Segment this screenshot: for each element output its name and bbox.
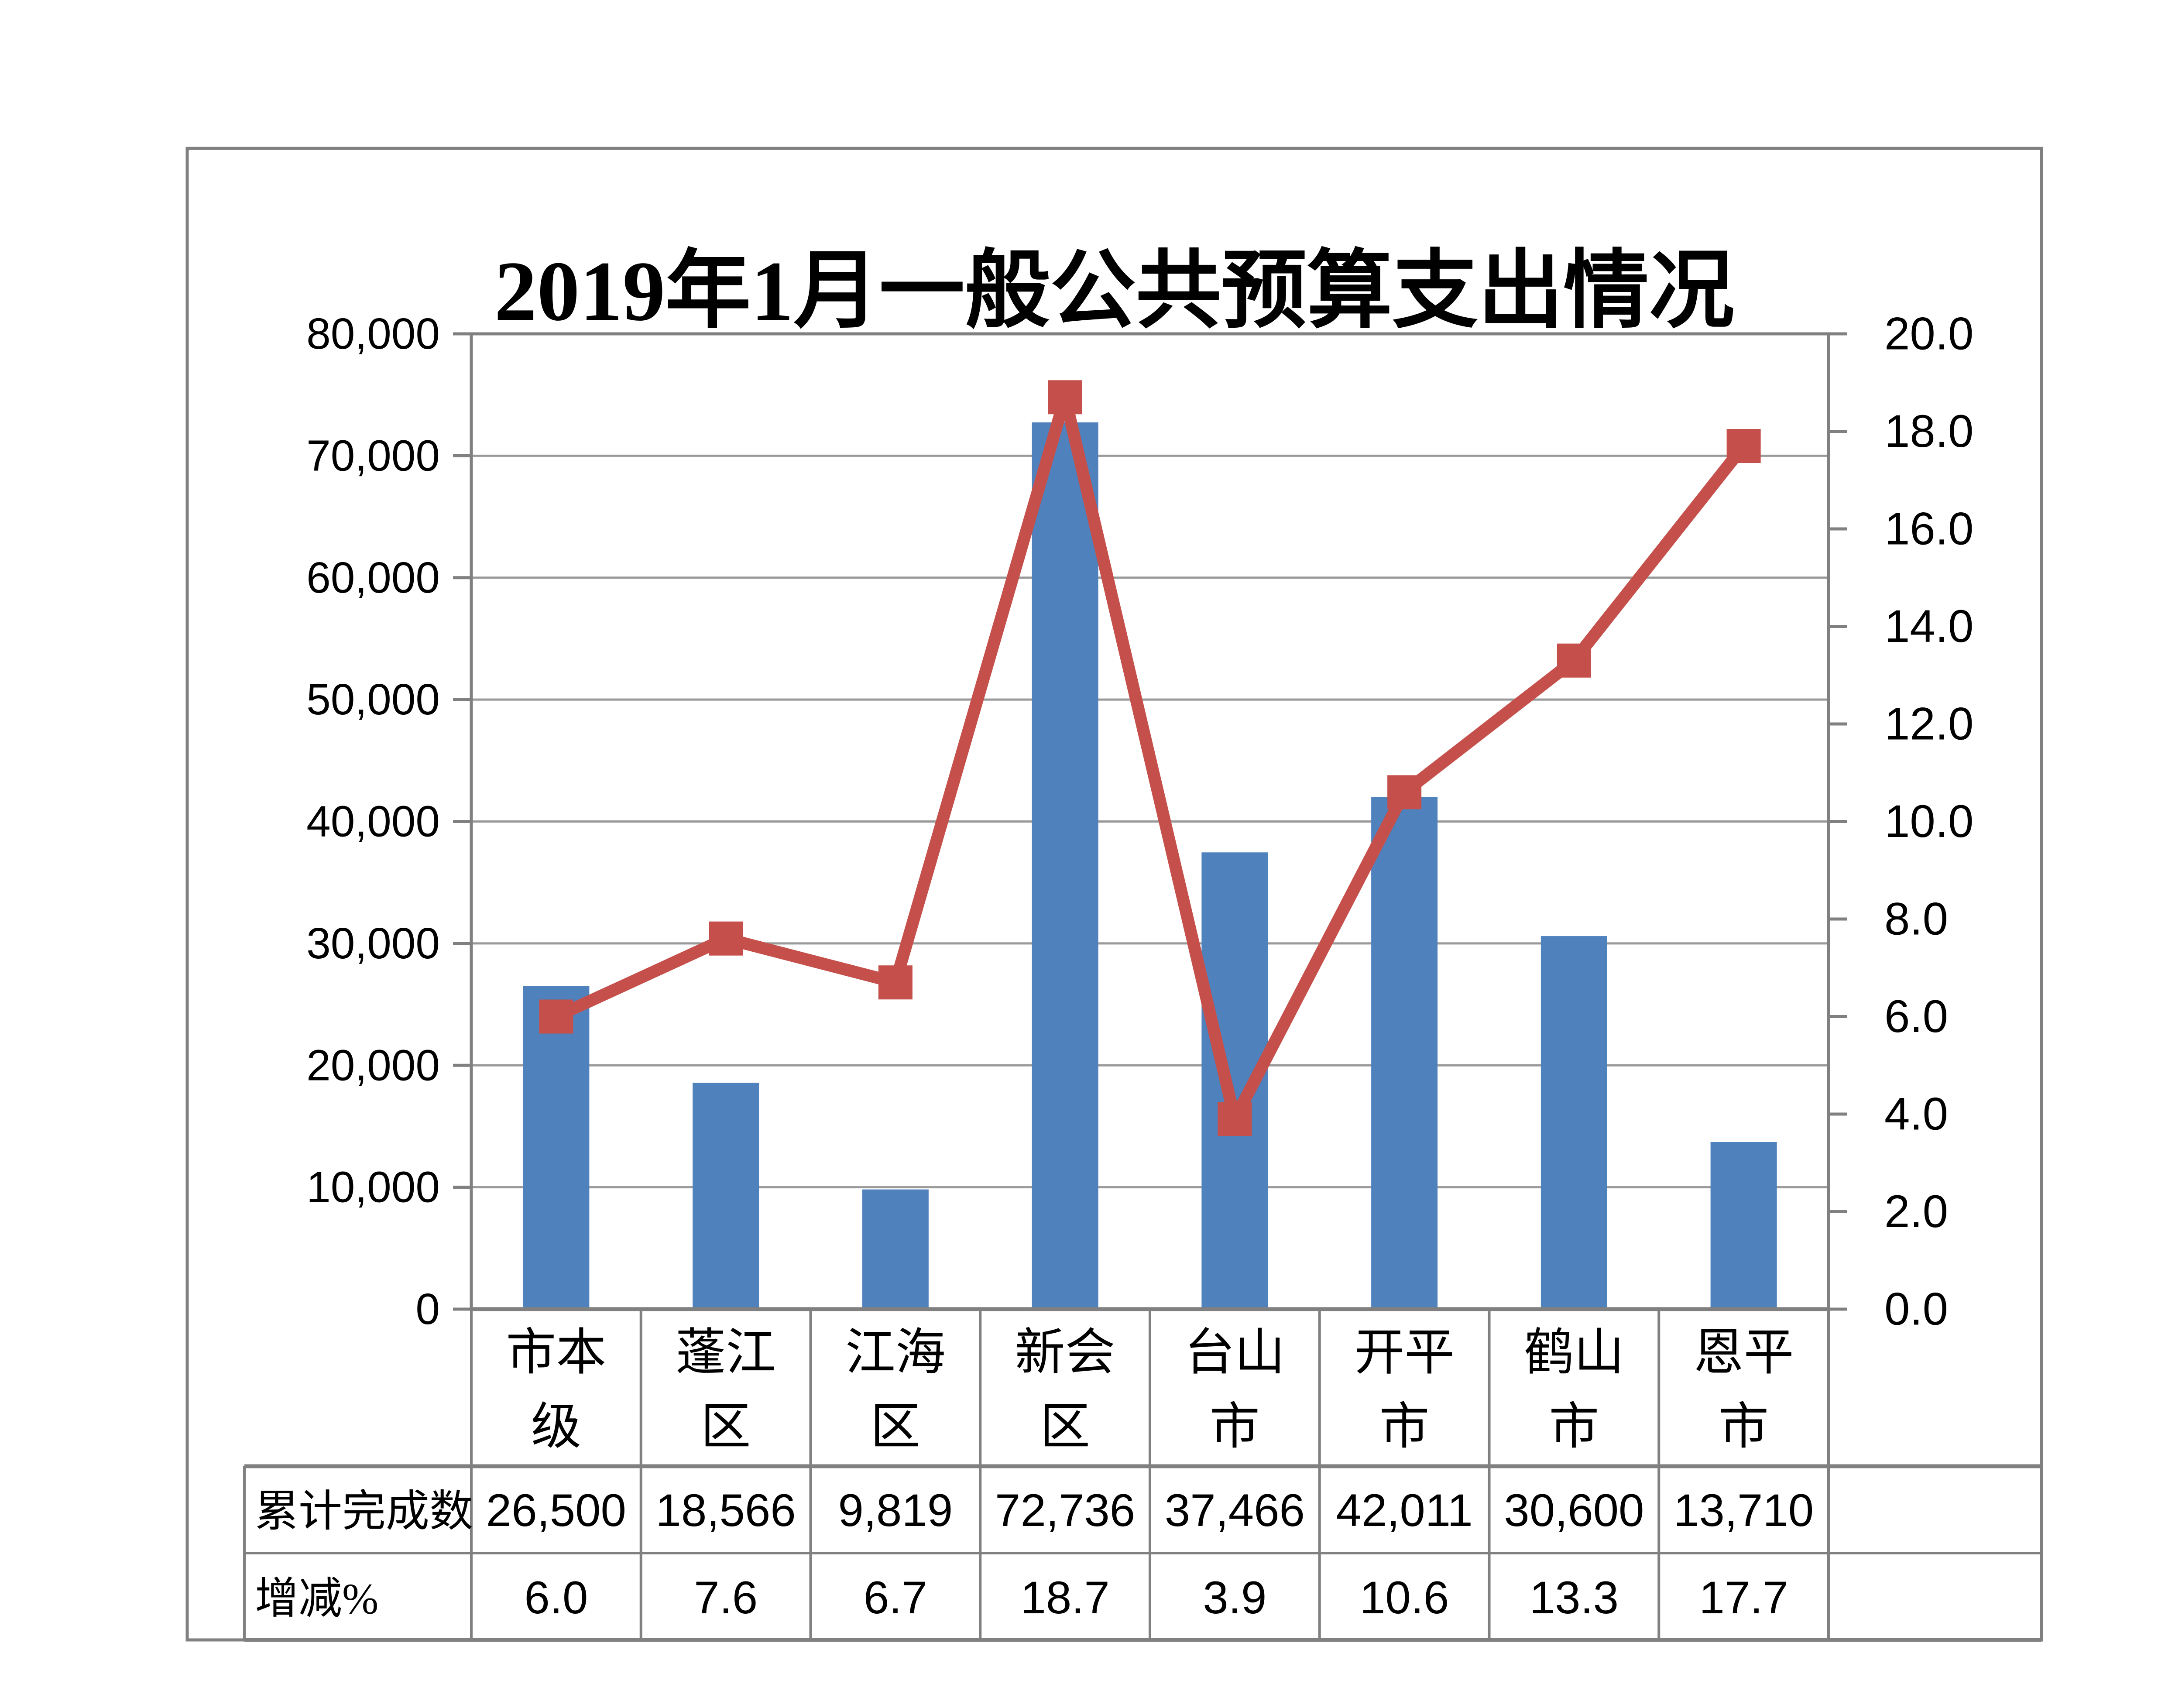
table-cell-value: 42,011 [1336, 1485, 1472, 1536]
y-axis-tick-label-left: 0 [415, 1285, 440, 1334]
table-cell-value: 72,736 [995, 1485, 1135, 1536]
y-axis-tick-label-right: 0.0 [1884, 1284, 1948, 1335]
bar-蓬江区[interactable] [693, 1083, 759, 1309]
category-label-台山市: 台山市 [1184, 1325, 1285, 1454]
bar-江海区[interactable] [862, 1189, 929, 1309]
y-axis-tick-label-right: 8.0 [1884, 894, 1948, 945]
trend-marker-蓬江区[interactable] [709, 921, 743, 956]
chart-title: 2019年1月一般公共预算支出情况 [494, 244, 1735, 339]
category-label-鹤山市: 鹤山市 [1524, 1325, 1624, 1454]
table-cell-value: 13,710 [1674, 1485, 1814, 1536]
y-axis-tick-label-right: 10.0 [1884, 796, 1973, 847]
category-label-江海区: 江海区 [845, 1325, 946, 1454]
bar-新会区[interactable] [1032, 422, 1098, 1309]
table-cell-value: 9,819 [838, 1485, 953, 1536]
table-cell-value: 3.9 [1203, 1572, 1266, 1623]
table-cell-value: 30,600 [1504, 1485, 1644, 1536]
table-cell-value: 13.3 [1530, 1572, 1619, 1623]
table-cell-value: 26,500 [486, 1485, 626, 1536]
trend-marker-市本级[interactable] [539, 999, 573, 1034]
table-cell-value: 6.7 [864, 1572, 927, 1623]
y-axis-tick-label-right: 2.0 [1884, 1186, 1948, 1237]
table-cell-value: 18.7 [1020, 1572, 1109, 1623]
category-label-蓬江区: 蓬江区 [676, 1325, 776, 1454]
trend-marker-江海区[interactable] [878, 965, 913, 1000]
y-axis-tick-label-right: 16.0 [1884, 504, 1973, 555]
trend-marker-台山市[interactable] [1218, 1102, 1252, 1136]
table-cell-value: 18,566 [656, 1485, 796, 1536]
trend-marker-新会区[interactable] [1048, 380, 1082, 415]
y-axis-tick-label-right: 12.0 [1884, 699, 1973, 750]
y-axis-tick-label-left: 10,000 [306, 1163, 440, 1212]
bar-市本级[interactable] [523, 986, 590, 1309]
table-row-header: 增减% [255, 1574, 378, 1623]
category-label-新会区: 新会区 [1015, 1325, 1115, 1454]
category-label-开平市: 开平市 [1354, 1325, 1455, 1454]
y-axis-tick-label-left: 80,000 [306, 309, 440, 358]
category-label-市本级: 市本级 [506, 1325, 606, 1454]
y-axis-tick-label-left: 50,000 [306, 675, 440, 724]
table-cell-value: 10.6 [1360, 1572, 1449, 1623]
y-axis-tick-label-right: 6.0 [1884, 991, 1948, 1042]
y-axis-tick-label-left: 40,000 [306, 797, 440, 846]
bar-恩平市[interactable] [1710, 1142, 1777, 1309]
y-axis-tick-label-right: 20.0 [1884, 309, 1973, 360]
table-cell-value: 37,466 [1165, 1485, 1305, 1536]
y-axis-tick-label-right: 14.0 [1884, 601, 1973, 652]
y-axis-tick-label-left: 70,000 [306, 431, 440, 480]
category-label-恩平市: 恩平市 [1694, 1325, 1794, 1454]
table-row-header: 累计完成数 [255, 1487, 473, 1536]
y-axis-tick-label-left: 30,000 [306, 919, 440, 968]
table-cell-value: 6.0 [524, 1572, 588, 1623]
trend-marker-鹤山市[interactable] [1557, 643, 1591, 678]
y-axis-tick-label-right: 18.0 [1884, 406, 1973, 457]
y-axis-tick-label-right: 4.0 [1884, 1089, 1948, 1140]
table-cell-value: 7.6 [694, 1572, 758, 1623]
bar-鹤山市[interactable] [1540, 936, 1607, 1309]
y-axis-tick-label-left: 60,000 [306, 553, 440, 602]
y-axis-tick-label-left: 20,000 [306, 1041, 440, 1090]
bar-开平市[interactable] [1371, 797, 1438, 1309]
trend-line-增减%[interactable] [550, 391, 1750, 1125]
trend-marker-开平市[interactable] [1387, 775, 1422, 809]
trend-marker-恩平市[interactable] [1726, 429, 1761, 463]
table-cell-value: 17.7 [1699, 1572, 1788, 1623]
